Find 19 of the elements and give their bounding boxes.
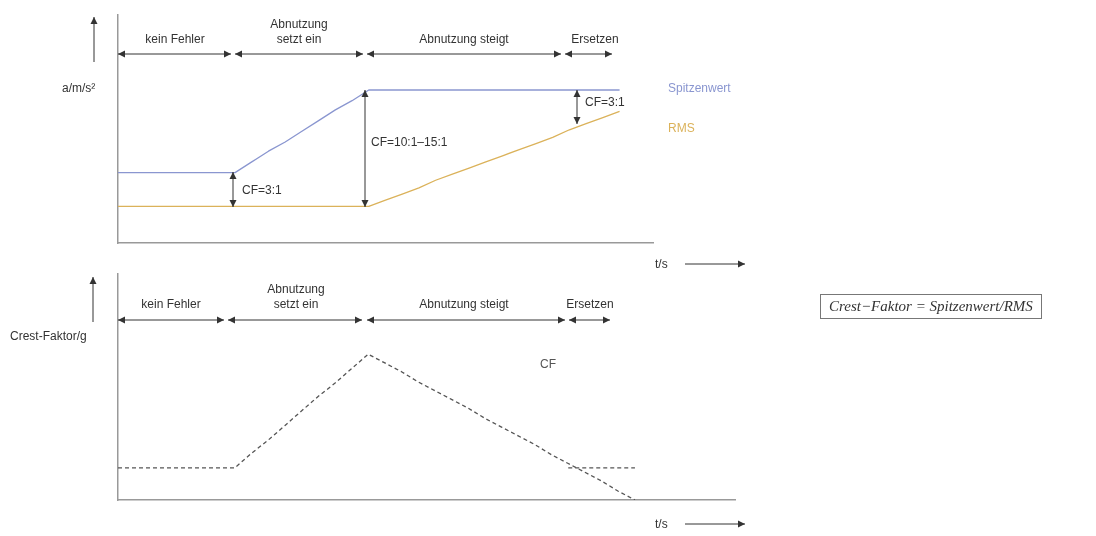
- text: Abnutzung setzt ein: [270, 17, 328, 46]
- text: Spitzenwert: [668, 81, 732, 95]
- text: Abnutzung steigt: [419, 297, 510, 311]
- text: Crest−Faktor = Spitzenwert/RMS: [820, 294, 1042, 319]
- text: CF: [540, 357, 556, 371]
- y-axis-title: Crest-Faktor/g: [10, 329, 87, 343]
- text: kein Fehler: [141, 297, 201, 311]
- x-axis-title: t/s: [655, 517, 668, 531]
- text: Ersetzen: [571, 32, 619, 46]
- annotation: CF=3:1: [585, 95, 626, 109]
- text: Abnutzung steigt: [419, 32, 510, 46]
- text: Ersetzen: [566, 297, 614, 311]
- text: RMS: [668, 121, 695, 135]
- y-axis-title: a/m/s²: [62, 81, 96, 95]
- annotation: CF=3:1: [242, 183, 283, 197]
- text: Abnutzung setzt ein: [267, 282, 325, 311]
- annotation: CF=10:1–15:1: [371, 135, 448, 149]
- x-axis-title: t/s: [655, 257, 668, 271]
- text: kein Fehler: [145, 32, 205, 46]
